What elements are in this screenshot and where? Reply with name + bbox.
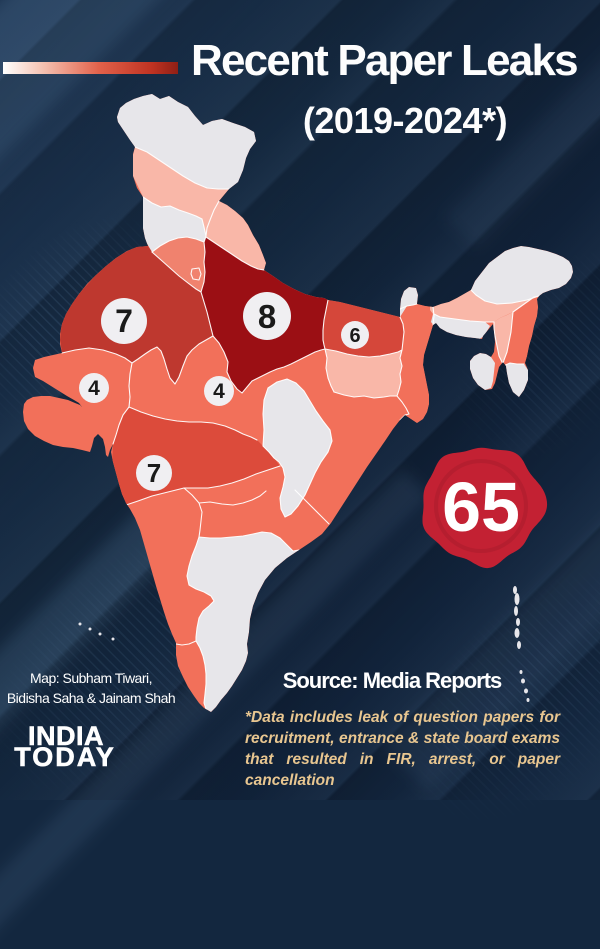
svg-text:7: 7 — [115, 303, 133, 339]
svg-text:6: 6 — [349, 325, 360, 347]
svg-text:65: 65 — [442, 468, 520, 546]
svg-text:8: 8 — [258, 298, 276, 335]
svg-text:4: 4 — [88, 377, 100, 400]
svg-text:4: 4 — [213, 380, 225, 403]
svg-text:7: 7 — [147, 458, 161, 488]
